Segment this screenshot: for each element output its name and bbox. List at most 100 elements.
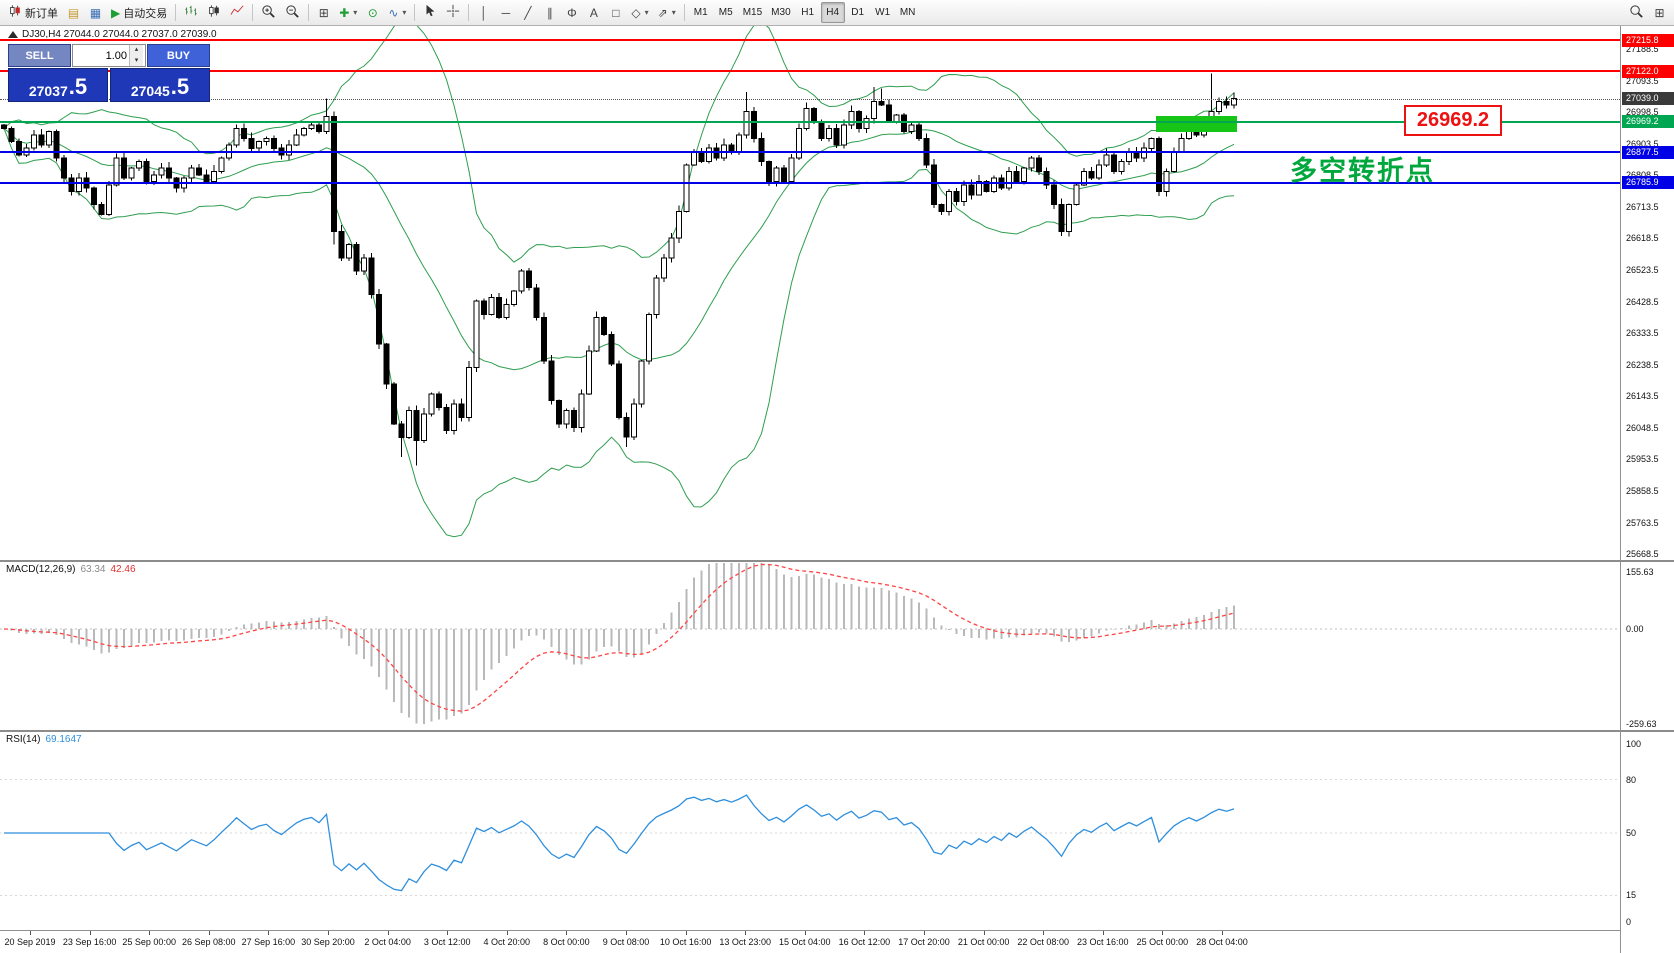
new-window-button[interactable]: ⊞ bbox=[1649, 2, 1670, 23]
timeframe-h1[interactable]: H1 bbox=[801, 7, 815, 18]
add-indicator-button[interactable]: ✚ ▾ bbox=[335, 2, 361, 23]
trendline-tool[interactable]: ╱ bbox=[517, 2, 538, 23]
price-level-line-27122.0[interactable] bbox=[0, 70, 1620, 73]
time-axis-tick bbox=[30, 931, 31, 935]
crosshair-button[interactable] bbox=[442, 2, 464, 23]
profiles-button[interactable]: ▤ bbox=[63, 2, 84, 23]
text-tool[interactable]: A bbox=[583, 2, 604, 23]
volume-decrease-button[interactable]: ▾ bbox=[130, 55, 143, 66]
clock-icon: ⊙ bbox=[367, 5, 378, 20]
arrows-tool[interactable]: ⇗ ▾ bbox=[654, 2, 680, 23]
time-axis-label: 9 Oct 08:00 bbox=[602, 937, 650, 947]
time-axis-label: 23 Oct 16:00 bbox=[1077, 937, 1129, 947]
period-button[interactable]: ⊙ bbox=[362, 2, 383, 23]
buy-price-button[interactable]: 27045.5 bbox=[110, 68, 210, 102]
time-axis[interactable]: 20 Sep 2019 23 Sep 16:00 25 Sep 00:00 26 Se… bbox=[0, 930, 1620, 953]
timeframe-m5[interactable]: M5 bbox=[718, 7, 733, 18]
search-button[interactable] bbox=[1625, 2, 1648, 23]
time-axis-tick bbox=[387, 931, 389, 935]
time-axis-tick bbox=[1162, 931, 1164, 935]
timeframe-w1[interactable]: W1 bbox=[875, 7, 891, 18]
time-axis-tick bbox=[208, 931, 210, 935]
price-level-line-26969.2[interactable] bbox=[0, 120, 1620, 123]
label-tool[interactable]: □ bbox=[605, 2, 626, 23]
sell-price-button[interactable]: 27037.5 bbox=[8, 68, 108, 102]
rsi-scale-label: 15 bbox=[1626, 890, 1637, 901]
fibonacci-tool[interactable]: Φ bbox=[561, 2, 582, 23]
symbol-ohlc-label: DJ30,H4 27044.0 27044.0 27037.0 27039.0 bbox=[22, 29, 217, 40]
price-tag-26877.5: 26877.5 bbox=[1622, 145, 1674, 159]
time-axis-label: 15 Oct 04:00 bbox=[779, 937, 831, 947]
volume-increase-button[interactable]: ▴ bbox=[130, 45, 143, 56]
rsi-indicator-label: RSI(14) 69.1647 bbox=[6, 734, 82, 745]
vertical-line-tool[interactable]: │ bbox=[473, 2, 494, 23]
current-price-tag: 27039.0 bbox=[1622, 92, 1674, 106]
timeframe-mn[interactable]: MN bbox=[899, 7, 916, 18]
buy-button[interactable]: BUY bbox=[147, 44, 210, 67]
price-level-line-26785.9[interactable] bbox=[0, 181, 1620, 184]
time-axis-label: 23 Sep 16:00 bbox=[62, 937, 117, 947]
entry-zone-rectangle[interactable] bbox=[1156, 115, 1237, 133]
chart-canvas[interactable] bbox=[0, 0, 1620, 953]
panel-splitter-macd[interactable] bbox=[0, 560, 1674, 562]
timeframe-d1[interactable]: D1 bbox=[851, 7, 865, 18]
sell-button[interactable]: SELL bbox=[8, 44, 71, 67]
time-axis-label: 17 Oct 20:00 bbox=[898, 937, 950, 947]
bar-chart-button[interactable] bbox=[180, 2, 202, 23]
time-axis-tick bbox=[924, 931, 925, 935]
channel-tool[interactable]: ∥ bbox=[539, 2, 560, 23]
volume-input[interactable] bbox=[73, 45, 129, 66]
vertical-line-icon: │ bbox=[480, 5, 488, 20]
zoom-in-button[interactable] bbox=[257, 2, 280, 23]
time-axis-label: 30 Sep 20:00 bbox=[301, 937, 355, 947]
chevron-down-icon: ▾ bbox=[353, 8, 358, 17]
new-window-icon: ⊞ bbox=[1654, 5, 1665, 20]
timeframe-m1[interactable]: M1 bbox=[693, 7, 708, 18]
time-axis-tick bbox=[626, 931, 627, 935]
time-axis-label: 13 Oct 23:00 bbox=[719, 937, 771, 947]
new-order-button[interactable]: 新订单 bbox=[4, 2, 62, 23]
timeframe-m15[interactable]: M15 bbox=[742, 7, 763, 18]
annotation-text[interactable]: 多空转折点 bbox=[1290, 156, 1435, 186]
tile-windows-icon: ⊞ bbox=[318, 5, 329, 20]
cursor-button[interactable] bbox=[419, 2, 441, 23]
price-callout-box[interactable]: 26969.2 bbox=[1404, 105, 1502, 136]
time-axis-label: 3 Oct 12:00 bbox=[423, 937, 471, 947]
price-tag-27215.8: 27215.8 bbox=[1622, 33, 1674, 47]
time-axis-tick bbox=[1043, 931, 1045, 935]
panel-splitter-rsi[interactable] bbox=[0, 730, 1674, 732]
macd-scale-label: -259.63 bbox=[1626, 719, 1657, 729]
price-scale-label: 25953.5 bbox=[1626, 454, 1659, 465]
volume-spinner: ▴ ▾ bbox=[129, 45, 143, 66]
line-chart-button[interactable] bbox=[226, 2, 248, 23]
arrow-tool-icon: ⇗ bbox=[657, 5, 668, 20]
fibonacci-icon: Φ bbox=[567, 5, 577, 20]
time-axis-label: 20 Sep 2019 bbox=[4, 937, 56, 947]
price-scale-label: 27093.5 bbox=[1626, 75, 1659, 86]
time-axis-label: 16 Oct 12:00 bbox=[838, 937, 891, 947]
shapes-tool[interactable]: ◇ ▾ bbox=[627, 2, 652, 23]
price-scale-label: 26618.5 bbox=[1626, 233, 1659, 244]
price-scale[interactable]: 27188.5 27093.5 26998.5 26903.5 26808.5 26713… bbox=[1620, 0, 1674, 953]
autotrading-button[interactable]: ▶ 自动交易 bbox=[107, 2, 171, 23]
label-tool-icon: □ bbox=[612, 5, 620, 20]
candlestick-chart-button[interactable] bbox=[203, 2, 225, 23]
toolbar-separator bbox=[468, 4, 470, 21]
template-button[interactable]: ∿ ▾ bbox=[384, 2, 410, 23]
zoom-out-button[interactable] bbox=[281, 2, 304, 23]
current-price-line bbox=[0, 98, 1620, 100]
data-window-button[interactable]: ▦ bbox=[85, 2, 106, 23]
price-level-line-27215.8[interactable] bbox=[0, 39, 1620, 41]
horizontal-line-tool[interactable]: ─ bbox=[495, 2, 516, 23]
timeframe-m30[interactable]: M30 bbox=[771, 7, 791, 18]
text-tool-icon: A bbox=[589, 5, 598, 20]
tile-windows-button[interactable]: ⊞ bbox=[313, 2, 334, 23]
timeframe-h4[interactable]: H4 bbox=[820, 2, 845, 23]
time-axis-label: 2 Oct 04:00 bbox=[364, 937, 411, 947]
one-click-collapse-icon[interactable] bbox=[8, 31, 18, 38]
price-level-line-26877.5[interactable] bbox=[0, 151, 1620, 154]
search-icon bbox=[1629, 4, 1644, 22]
toolbar-separator bbox=[308, 4, 310, 21]
macd-scale-label: 0.00 bbox=[1626, 624, 1644, 634]
time-axis-label: 4 Oct 20:00 bbox=[483, 937, 531, 947]
